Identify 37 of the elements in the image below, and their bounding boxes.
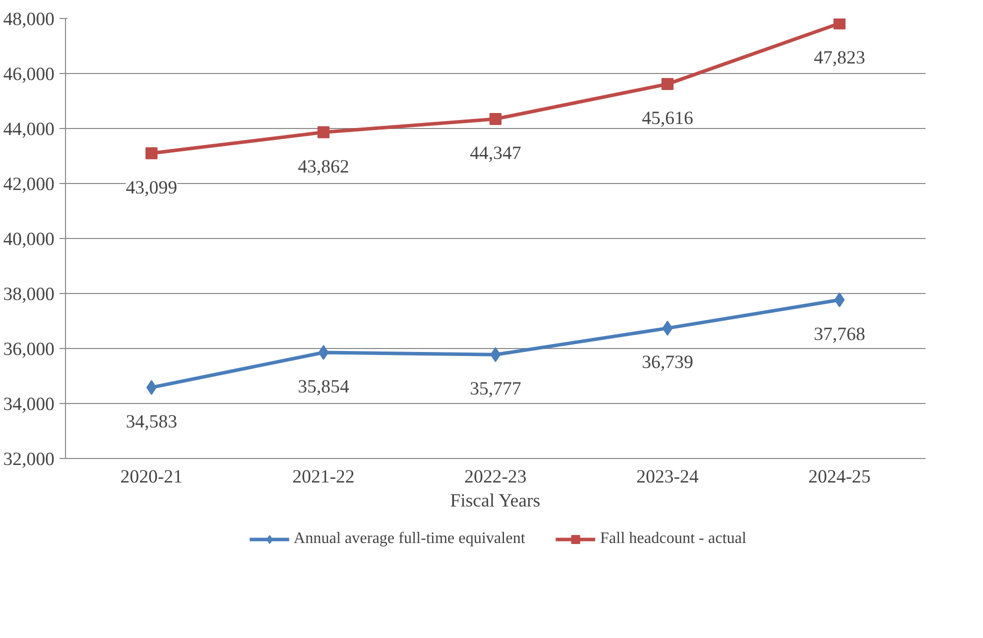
x-tick-label: 2024-25	[808, 466, 871, 488]
y-tick-label: 32,000	[3, 449, 55, 470]
x-tick-label: 2021-22	[292, 466, 355, 488]
point	[146, 380, 157, 395]
data-label: 43,862	[298, 156, 350, 178]
x-axis-title: Fiscal Years	[450, 490, 540, 512]
legend-label: Fall headcount - actual	[600, 530, 746, 548]
data-label: 43,099	[126, 177, 178, 198]
y-tick-label: 44,000	[3, 119, 55, 140]
data-label: 45,616	[642, 108, 694, 130]
y-tick-label: 38,000	[3, 284, 55, 305]
y-tick-label: 48,000	[3, 9, 55, 30]
point	[834, 18, 846, 30]
point	[662, 320, 673, 336]
x-tick-label: 2023-24	[636, 466, 700, 488]
point	[318, 126, 330, 138]
y-tick-label: 42,000	[3, 174, 55, 195]
data-label: 47,823	[814, 47, 866, 68]
data-label: 34,583	[126, 411, 178, 432]
y-tick-label: 40,000	[3, 229, 55, 250]
y-tick-label: 46,000	[3, 64, 55, 85]
data-label: 37,768	[814, 324, 866, 345]
y-tick-label: 36,000	[3, 339, 55, 360]
data-label: 35,854	[298, 376, 350, 398]
point	[318, 345, 329, 360]
x-tick-label: 2020-21	[120, 466, 183, 488]
data-label: 44,347	[470, 142, 522, 164]
x-tick-label: 2022-23	[464, 466, 527, 488]
point	[146, 147, 158, 160]
data-label: 36,739	[642, 352, 694, 374]
point	[490, 112, 502, 125]
y-tick-label: 34,000	[3, 394, 55, 415]
point	[490, 347, 501, 362]
legend-label: Annual average full-time equivalent	[294, 530, 526, 548]
point	[662, 78, 674, 90]
point	[834, 292, 845, 308]
data-label: 35,777	[470, 378, 522, 400]
